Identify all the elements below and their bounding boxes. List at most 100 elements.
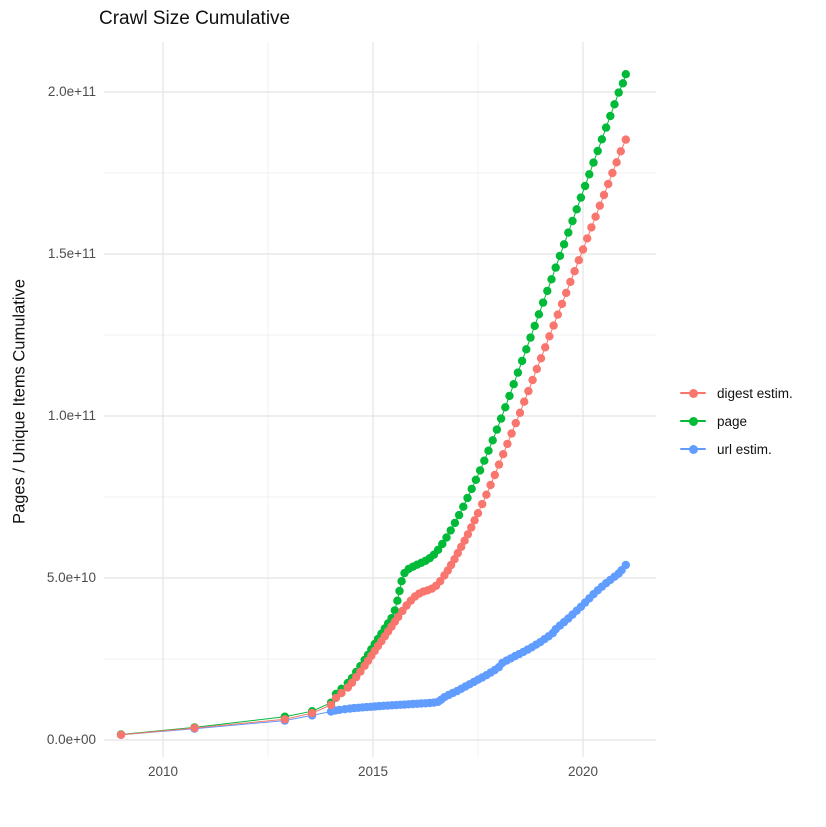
data-point [507, 429, 516, 438]
legend-key-url-icon [680, 444, 706, 454]
data-point [457, 542, 466, 552]
data-point [597, 135, 607, 144]
legend-label: url estim. [717, 441, 772, 457]
data-point [559, 240, 569, 249]
data-point [496, 414, 506, 423]
data-point [578, 245, 588, 254]
data-point [555, 251, 565, 261]
data-point [532, 364, 541, 374]
data-point [528, 375, 537, 385]
data-point [568, 216, 577, 226]
data-point [595, 201, 604, 210]
x-tick-label: 2015 [357, 764, 389, 779]
data-point [513, 368, 523, 377]
data-point [534, 310, 544, 319]
data-point [608, 168, 617, 178]
legend-key-page-icon [680, 416, 706, 426]
data-point [467, 484, 476, 494]
data-point [433, 545, 443, 554]
data-point [331, 693, 341, 703]
data-point [520, 397, 529, 406]
data-point [453, 548, 462, 558]
legend-item-digest-estim: digest estim. [680, 379, 793, 407]
data-point [463, 493, 472, 503]
data-point [478, 499, 487, 509]
y-tick-label: 1.0e+11 [47, 408, 96, 423]
data-point [480, 456, 489, 465]
data-point [580, 181, 590, 191]
data-point [393, 596, 402, 605]
data-point [593, 146, 602, 156]
data-point [390, 606, 399, 615]
data-point [524, 386, 533, 396]
legend-item-url-estim: url estim. [680, 435, 793, 463]
data-point [471, 475, 481, 484]
legend-item-page: page [680, 407, 793, 435]
data-point [459, 502, 468, 511]
data-point [583, 234, 592, 243]
data-point [470, 516, 479, 525]
data-point [549, 321, 558, 330]
chart-title: Crawl Size Cumulative [99, 8, 291, 29]
data-point [475, 466, 485, 475]
data-point [587, 223, 596, 232]
data-point [570, 267, 579, 276]
data-point [538, 298, 548, 307]
data-point [612, 158, 621, 167]
data-point [606, 111, 615, 121]
data-point [488, 436, 497, 445]
data-point [515, 408, 525, 417]
data-point [503, 439, 512, 449]
legend: digest estim. page url estim. [680, 379, 793, 463]
series-digest-estim- [116, 135, 630, 739]
data-point [572, 205, 581, 214]
data-point [543, 286, 552, 296]
data-point [482, 490, 491, 499]
data-point [604, 179, 613, 189]
data-point [616, 147, 625, 156]
data-point [337, 688, 346, 698]
data-point [190, 723, 199, 733]
data-point [553, 310, 562, 319]
data-point [490, 470, 499, 480]
data-point [280, 715, 289, 724]
data-point [460, 536, 469, 545]
data-point [530, 321, 539, 331]
data-point [307, 708, 317, 718]
x-tick-label: 2010 [147, 764, 179, 779]
data-point [557, 299, 567, 309]
data-point [473, 509, 483, 518]
data-point [499, 450, 508, 459]
data-point [547, 275, 556, 284]
data-point [610, 100, 619, 109]
legend-key-digest-icon [680, 388, 706, 398]
series-url-estim- [116, 560, 630, 739]
y-tick-label: 2.0e+11 [47, 84, 96, 99]
data-point [116, 730, 126, 739]
data-point [585, 170, 594, 179]
data-point [505, 391, 514, 401]
data-point [545, 332, 554, 341]
data-point [436, 577, 445, 586]
data-point [486, 480, 495, 490]
data-point [394, 612, 403, 622]
data-point [522, 345, 531, 354]
data-point [492, 425, 502, 434]
data-point [574, 256, 583, 265]
data-point [454, 510, 464, 520]
data-point [517, 356, 527, 366]
data-point [446, 526, 455, 535]
data-point [484, 446, 493, 455]
data-point [438, 539, 447, 549]
data-point [442, 533, 451, 542]
data-point [621, 135, 630, 144]
legend-label: page [717, 413, 748, 429]
y-tick-label: 0.0e+00 [46, 732, 96, 747]
data-point [621, 70, 630, 79]
data-point [541, 343, 550, 352]
data-point [509, 380, 518, 389]
data-point [621, 560, 630, 570]
data-point [589, 158, 598, 167]
y-tick-label: 5.0e+10 [46, 570, 96, 585]
